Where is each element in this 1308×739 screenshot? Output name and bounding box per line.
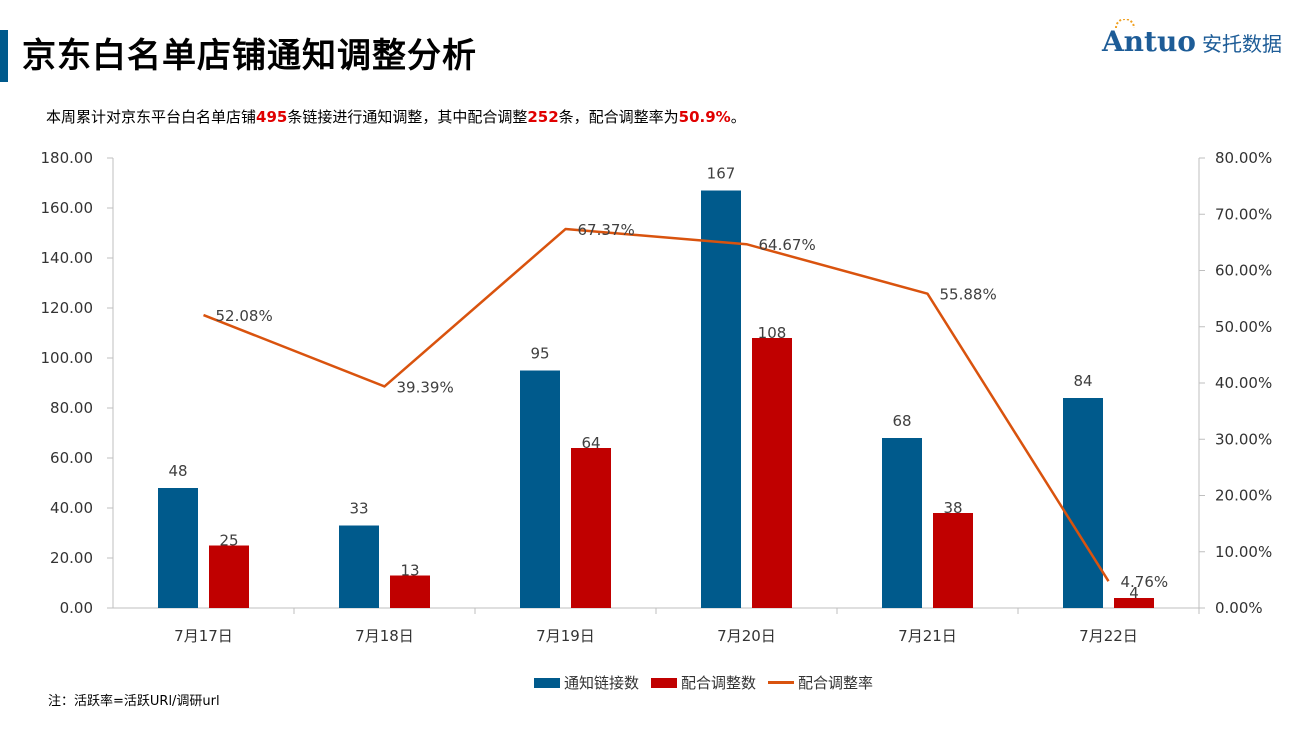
bar-notice-label: 68 xyxy=(892,412,911,430)
bar-adjust xyxy=(1114,598,1154,608)
legend-label-rate: 配合调整率 xyxy=(798,674,874,692)
bar-notice xyxy=(882,438,922,608)
y-left-tick-label: 120.00 xyxy=(41,299,94,317)
bar-adjust xyxy=(933,513,973,608)
rate-point-label: 64.67% xyxy=(759,236,816,254)
y-left-tick-label: 80.00 xyxy=(50,399,93,417)
x-tick-label: 7月19日 xyxy=(536,627,595,645)
rate-point-label: 4.76% xyxy=(1121,573,1169,591)
logo-brand-label: Antuo xyxy=(1101,25,1196,58)
title-accent-bar xyxy=(0,30,8,82)
bar-notice xyxy=(701,190,741,608)
y-left-tick-label: 160.00 xyxy=(41,199,94,217)
chart-legend: 通知链接数 配合调整数 配合调整率 xyxy=(534,672,885,693)
logo-brand-text: Antuo xyxy=(1101,19,1196,58)
y-right-tick-label: 30.00% xyxy=(1215,430,1272,448)
x-tick-label: 7月22日 xyxy=(1079,627,1138,645)
bar-notice xyxy=(520,370,560,608)
bar-adjust-label: 4 xyxy=(1129,584,1139,602)
summary-total: 495 xyxy=(256,108,288,126)
legend-label-notice: 通知链接数 xyxy=(564,674,640,692)
logo-cn-text: 安托数据 xyxy=(1202,32,1282,56)
x-tick-label: 7月21日 xyxy=(898,627,957,645)
y-left-tick-label: 100.00 xyxy=(41,349,94,367)
legend-label-adjust: 配合调整数 xyxy=(681,674,757,692)
legend-item-adjust: 配合调整数 xyxy=(651,672,756,693)
x-tick-label: 7月20日 xyxy=(717,627,776,645)
y-right-tick-label: 70.00% xyxy=(1215,205,1272,223)
footnote: 注：活跃率=活跃URl/调研url xyxy=(48,694,220,709)
logo-sun-icon xyxy=(1114,19,1135,29)
y-right-tick-label: 20.00% xyxy=(1215,487,1272,505)
bar-notice xyxy=(339,525,379,608)
legend-item-rate: 配合调整率 xyxy=(768,672,873,693)
bar-adjust-label: 13 xyxy=(400,562,419,580)
y-left-tick-label: 60.00 xyxy=(50,449,93,467)
bar-adjust xyxy=(571,448,611,608)
summary-text: 本周累计对京东平台白名单店铺495条链接进行通知调整，其中配合调整252条，配合… xyxy=(46,106,746,127)
y-left-tick-label: 0.00 xyxy=(60,599,93,617)
y-left-tick-label: 180.00 xyxy=(41,149,94,167)
summary-part1: 本周累计对京东平台白名单店铺 xyxy=(46,108,257,126)
bar-adjust-label: 64 xyxy=(581,434,600,452)
legend-swatch-adjust xyxy=(651,677,678,688)
legend-swatch-rate xyxy=(768,681,795,684)
brand-logo: Antuo 安托数据 xyxy=(1101,19,1282,58)
bar-notice xyxy=(1063,398,1103,608)
rate-point-label: 39.39% xyxy=(397,378,454,396)
rate-point-label: 67.37% xyxy=(578,221,635,239)
bar-notice xyxy=(158,488,198,608)
x-tick-label: 7月18日 xyxy=(355,627,414,645)
bar-adjust xyxy=(390,575,430,608)
summary-part4: 。 xyxy=(730,108,746,126)
y-right-tick-label: 10.00% xyxy=(1215,543,1272,561)
bar-adjust-label: 38 xyxy=(943,499,962,517)
summary-rate: 50.9% xyxy=(678,108,731,126)
y-left-tick-label: 40.00 xyxy=(50,499,93,517)
legend-swatch-notice xyxy=(534,677,560,688)
rate-point-label: 55.88% xyxy=(940,286,997,304)
bar-adjust-label: 108 xyxy=(758,324,787,342)
bar-notice-label: 84 xyxy=(1073,372,1092,390)
bar-adjust xyxy=(752,338,792,608)
bar-notice-label: 167 xyxy=(707,165,736,183)
y-right-tick-label: 60.00% xyxy=(1215,262,1272,280)
summary-cooperated: 252 xyxy=(527,108,559,126)
bar-adjust-label: 25 xyxy=(219,532,238,550)
y-right-tick-label: 0.00% xyxy=(1215,599,1263,617)
rate-point-label: 52.08% xyxy=(216,307,273,325)
bar-notice-label: 33 xyxy=(349,500,368,518)
y-left-tick-label: 140.00 xyxy=(41,249,94,267)
bar-adjust xyxy=(209,545,249,608)
rate-line xyxy=(203,227,1110,582)
summary-part2: 条链接进行通知调整，其中配合调整 xyxy=(287,108,528,126)
legend-item-notice: 通知链接数 xyxy=(534,672,639,693)
summary-part3: 条，配合调整率为 xyxy=(558,108,679,126)
y-left-tick-label: 20.00 xyxy=(50,549,93,567)
page-title: 京东白名单店铺通知调整分析 xyxy=(22,36,477,76)
y-right-tick-label: 50.00% xyxy=(1215,318,1272,336)
x-tick-label: 7月17日 xyxy=(174,627,233,645)
y-right-tick-label: 80.00% xyxy=(1215,149,1272,167)
bar-notice-label: 48 xyxy=(168,462,187,480)
bar-notice-label: 95 xyxy=(530,345,549,363)
y-right-tick-label: 40.00% xyxy=(1215,374,1272,392)
